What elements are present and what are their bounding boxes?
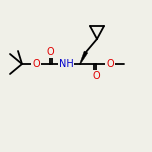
- Text: O: O: [32, 59, 40, 69]
- Text: O: O: [92, 71, 100, 81]
- Text: NH: NH: [59, 59, 73, 69]
- Text: O: O: [46, 47, 54, 57]
- Polygon shape: [80, 51, 88, 64]
- Text: O: O: [106, 59, 114, 69]
